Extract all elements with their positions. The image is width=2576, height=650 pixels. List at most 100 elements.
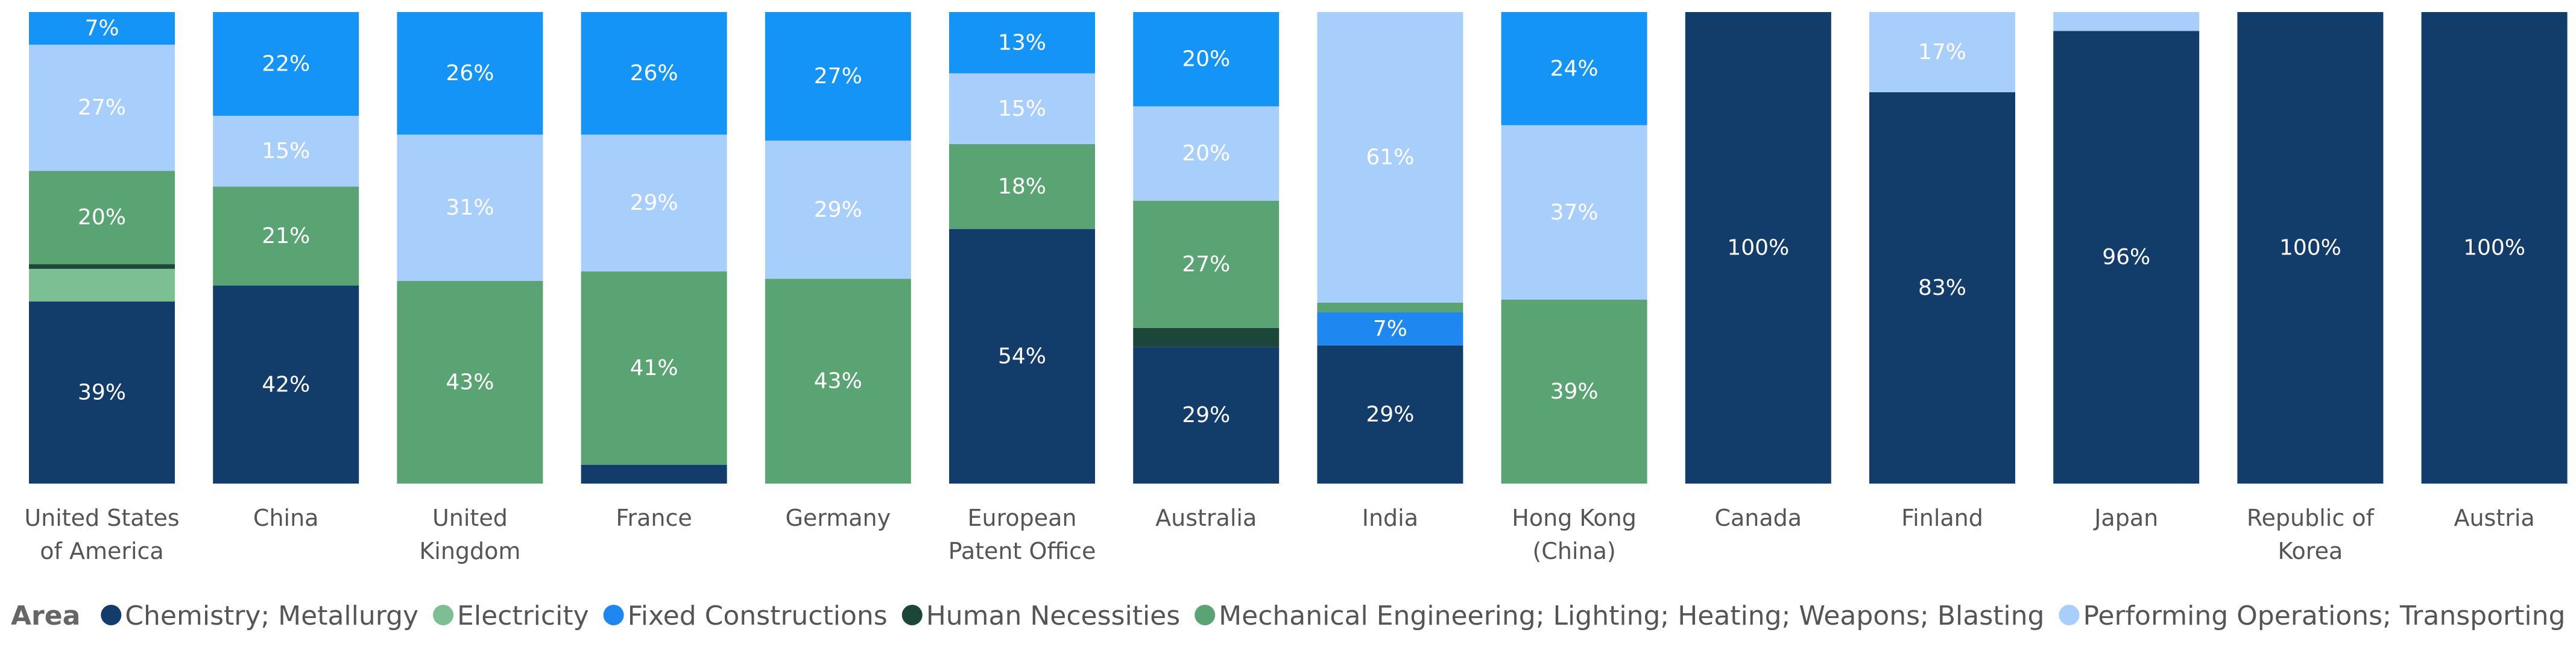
data-label-performing-operations-transporting-1: 15% [262, 139, 310, 163]
bar-segment-physics-1 [213, 12, 359, 116]
data-label-chemistry-metallurgy-1: 42% [262, 372, 310, 397]
bar-segment-physics-8 [1501, 12, 1647, 125]
legend-label-human-necessities[interactable]: Human Necessities [926, 601, 1180, 631]
legend-marker-electricity[interactable] [433, 605, 454, 625]
bar-segment-performing-operations-transporting-2 [397, 134, 543, 281]
bar-segment-performing-operations-transporting-8 [1501, 125, 1647, 300]
bar-segment-chemistry-metallurgy-10 [1869, 92, 2015, 484]
bar-segment-performing-operations-transporting-7 [1317, 12, 1463, 303]
category-label-6-0: Australia [1155, 505, 1257, 531]
bar-segment-performing-operations-transporting-11 [2053, 12, 2200, 31]
bar-segment-mechanical-engineering-lighting-heating-weapons-blasting-4 [765, 279, 911, 484]
category-label-0-1: of America [40, 538, 163, 564]
bar-segment-mechanical-engineering-lighting-heating-weapons-blasting-2 [397, 280, 543, 484]
data-label-physics-3: 26% [630, 61, 678, 86]
bar-segment-physics-2 [397, 12, 543, 135]
bar-segment-chemistry-metallurgy-0 [29, 301, 175, 484]
data-label-chemistry-metallurgy-5: 54% [998, 344, 1046, 368]
category-label-3-0: France [616, 505, 692, 531]
category-label-11-0: Japan [2093, 505, 2158, 531]
data-label-mechanical-engineering-lighting-heating-weapons-blasting-5: 18% [998, 174, 1046, 199]
bar-segment-performing-operations-transporting-4 [765, 140, 911, 279]
data-label-chemistry-metallurgy-11: 96% [2102, 245, 2150, 270]
bar-segment-physics-4 [765, 12, 911, 141]
data-label-mechanical-engineering-lighting-heating-weapons-blasting-8: 39% [1550, 379, 1599, 404]
data-label-physics-6: 20% [1182, 47, 1230, 72]
data-label-mechanical-engineering-lighting-heating-weapons-blasting-0: 20% [78, 205, 126, 230]
legend-marker-fixed-constructions[interactable] [603, 605, 624, 625]
bar-segment-chemistry-metallurgy-12 [2237, 12, 2384, 484]
bar-segment-chemistry-metallurgy-5 [949, 229, 1095, 484]
bar-segment-chemistry-metallurgy-9 [1685, 12, 1831, 484]
data-label-chemistry-metallurgy-10: 83% [1918, 276, 1966, 300]
data-label-performing-operations-transporting-8: 37% [1550, 200, 1599, 225]
bar-segment-performing-operations-transporting-0 [29, 45, 175, 171]
data-label-physics-8: 24% [1550, 56, 1599, 81]
bar-segment-chemistry-metallurgy-11 [2053, 31, 2200, 484]
bar-segment-electricity-0 [29, 268, 175, 302]
data-label-physics-1: 22% [262, 52, 310, 77]
legend-label-chemistry-metallurgy[interactable]: Chemistry; Metallurgy [125, 601, 418, 631]
category-label-7-0: India [1362, 505, 1418, 531]
category-label-9-0: Canada [1714, 505, 1802, 531]
data-label-performing-operations-transporting-10: 17% [1918, 40, 1966, 65]
bar-segment-mechanical-engineering-lighting-heating-weapons-blasting-6 [1133, 200, 1280, 328]
legend-marker-human-necessities[interactable] [901, 605, 923, 625]
bar-segment-performing-operations-transporting-3 [581, 134, 727, 272]
category-label-2-0: United [432, 505, 508, 531]
legend-label-mechanical-engineering-lighting-heating-weapons-blasting[interactable]: Mechanical Engineering; Lighting; Heatin… [1219, 601, 2044, 631]
data-label-mechanical-engineering-lighting-heating-weapons-blasting-4: 43% [814, 369, 862, 394]
bar-segment-physics-6 [1133, 12, 1280, 107]
bar-segment-mechanical-engineering-lighting-heating-weapons-blasting-7 [1317, 302, 1463, 312]
bar-segment-mechanical-engineering-lighting-heating-weapons-blasting-1 [213, 186, 359, 286]
bar-segment-chemistry-metallurgy-13 [2421, 12, 2568, 484]
data-label-performing-operations-transporting-4: 29% [814, 197, 862, 222]
data-label-mechanical-engineering-lighting-heating-weapons-blasting-3: 41% [630, 356, 678, 380]
data-label-fixed-constructions-7: 7% [1373, 317, 1407, 341]
data-label-physics-0: 7% [84, 16, 119, 41]
data-label-mechanical-engineering-lighting-heating-weapons-blasting-2: 43% [446, 370, 494, 394]
bar-segment-physics-5 [949, 12, 1095, 74]
category-label-13-0: Austria [2454, 505, 2534, 531]
legend-title: Area [11, 601, 80, 631]
legend-marker-mechanical-engineering-lighting-heating-weapons-blasting[interactable] [1195, 605, 1216, 625]
category-label-0-0: United States [24, 505, 179, 531]
bar-segment-physics-3 [581, 12, 727, 135]
data-label-chemistry-metallurgy-7: 29% [1366, 402, 1414, 427]
bar-segment-fixed-constructions-7 [1317, 312, 1463, 346]
bar-segment-mechanical-engineering-lighting-heating-weapons-blasting-5 [949, 144, 1095, 229]
category-label-5-0: European [967, 505, 1076, 531]
category-label-10-0: Finland [1901, 505, 1983, 531]
legend-label-electricity[interactable]: Electricity [457, 601, 589, 631]
legend-label-performing-operations-transporting[interactable]: Performing Operations; Transporting [2083, 601, 2565, 631]
bar-segment-performing-operations-transporting-10 [1869, 12, 2015, 92]
bar-segment-chemistry-metallurgy-3 [581, 464, 727, 484]
category-label-8-1: (China) [1532, 538, 1615, 564]
bar-segment-mechanical-engineering-lighting-heating-weapons-blasting-0 [29, 171, 175, 265]
data-label-performing-operations-transporting-7: 61% [1366, 145, 1414, 169]
legend-marker-performing-operations-transporting[interactable] [2059, 605, 2080, 625]
data-label-chemistry-metallurgy-0: 39% [78, 380, 126, 405]
data-label-performing-operations-transporting-6: 20% [1182, 141, 1230, 166]
bar-segment-performing-operations-transporting-5 [949, 73, 1095, 144]
category-label-12-0: Republic of [2247, 505, 2375, 531]
bar-segment-chemistry-metallurgy-7 [1317, 345, 1463, 484]
data-label-performing-operations-transporting-5: 15% [998, 96, 1046, 121]
bar-segment-performing-operations-transporting-1 [213, 116, 359, 187]
data-label-chemistry-metallurgy-12: 100% [2279, 236, 2341, 260]
bar-segment-mechanical-engineering-lighting-heating-weapons-blasting-3 [581, 271, 727, 465]
bar-segment-human-necessities-6 [1133, 327, 1280, 347]
data-label-mechanical-engineering-lighting-heating-weapons-blasting-6: 27% [1182, 252, 1230, 277]
category-label-4-0: Germany [785, 505, 891, 531]
data-label-performing-operations-transporting-3: 29% [630, 191, 678, 215]
legend-marker-chemistry-metallurgy[interactable] [101, 605, 122, 625]
legend-label-fixed-constructions[interactable]: Fixed Constructions [628, 601, 888, 631]
data-label-chemistry-metallurgy-9: 100% [1727, 236, 1789, 260]
bar-segment-mechanical-engineering-lighting-heating-weapons-blasting-8 [1501, 300, 1647, 484]
data-label-physics-4: 27% [814, 64, 862, 89]
data-label-physics-5: 13% [998, 30, 1046, 55]
category-label-5-1: Patent Office [949, 538, 1096, 564]
data-label-performing-operations-transporting-2: 31% [446, 195, 494, 220]
category-label-2-1: Kingdom [419, 538, 520, 564]
